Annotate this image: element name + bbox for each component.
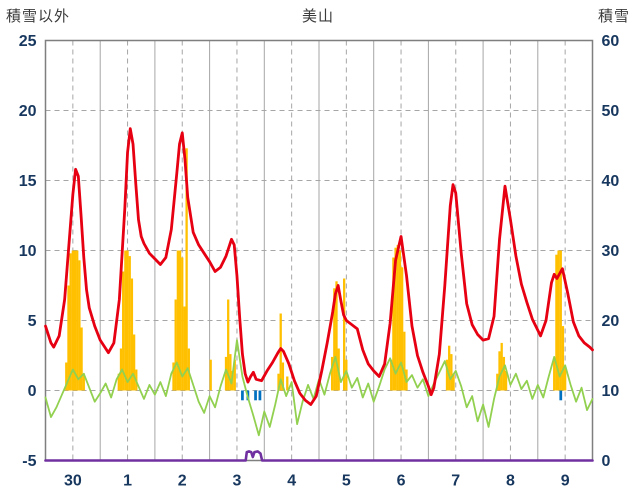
sunshine-bars [227, 299, 230, 391]
sunshine-bars [176, 250, 180, 391]
sunshine-bars [82, 373, 85, 391]
right-axis-tick-label: 20 [602, 313, 620, 330]
sunshine-bars [80, 327, 83, 391]
sunshine-bars [117, 373, 120, 391]
sunshine-bars [396, 244, 399, 391]
sunshine-bars [335, 281, 338, 391]
left-axis-title: 積雪以外 [6, 8, 71, 25]
sunshine-bars [502, 356, 506, 391]
precipitation-marks [254, 390, 257, 401]
sunshine-bars [78, 260, 81, 391]
sunshine-bars [229, 354, 232, 391]
sunshine-bars [126, 250, 129, 391]
sunshine-bars [445, 359, 449, 391]
sunshine-bars [394, 247, 397, 391]
sunshine-bars [65, 362, 68, 391]
sunshine-bars [452, 373, 455, 391]
sunshine-bars [132, 334, 136, 391]
left-axis-tick-label: 10 [19, 243, 37, 260]
sunshine-bars [69, 253, 72, 391]
sunshine-bars [183, 306, 186, 391]
precipitation-marks [241, 390, 244, 401]
sunshine-bars [277, 373, 280, 391]
sunshine-bars [504, 370, 508, 391]
right-axis-tick-label: 50 [602, 103, 620, 120]
sunshine-bars [233, 359, 236, 391]
left-axis-tick-label: 0 [28, 383, 37, 400]
sunshine-bars [174, 299, 177, 391]
sunshine-bars [76, 250, 79, 391]
sunshine-bars [398, 250, 402, 391]
sunshine-bars [559, 250, 562, 391]
sunshine-bars [124, 250, 127, 391]
sunshine-bars [555, 254, 558, 391]
x-axis-tick-label: 5 [342, 473, 351, 490]
chart-title: 美山 [301, 8, 334, 25]
sunshine-bars [67, 285, 70, 391]
sunshine-bars [400, 267, 404, 391]
x-axis-tick-label: 1 [123, 473, 132, 490]
left-axis-tick-label: -5 [22, 453, 36, 470]
sunshine-bars [73, 250, 77, 391]
x-axis-tick-label: 9 [561, 473, 570, 490]
x-axis-tick-label: 8 [506, 473, 515, 490]
x-axis-tick-label: 6 [397, 473, 406, 490]
left-axis-tick-label: 5 [28, 313, 37, 330]
sunshine-bars [333, 288, 336, 391]
sunshine-bars [279, 313, 282, 391]
left-axis-tick-label: 25 [19, 33, 37, 50]
sunshine-bars [500, 342, 503, 391]
right-axis-title: 積雪 [597, 8, 630, 25]
sunshine-bars [553, 359, 556, 391]
sunshine-bars [209, 359, 212, 391]
x-axis-tick-label: 4 [287, 473, 296, 490]
sunshine-bars [286, 376, 289, 391]
sunshine-bars [128, 256, 131, 391]
sunshine-bars [119, 348, 123, 391]
left-axis-tick-label: 20 [19, 103, 37, 120]
precipitation-marks [258, 390, 262, 401]
sunshine-bars [561, 326, 565, 391]
snow-depth-line [44, 450, 594, 462]
sunshine-bars [564, 368, 567, 391]
sunshine-bars [403, 331, 406, 391]
x-axis-tick-label: 7 [451, 473, 460, 490]
x-axis-tick-label: 30 [64, 473, 82, 490]
sunshine-bars [185, 148, 188, 391]
sunshine-bars [71, 250, 74, 391]
right-axis-tick-label: 30 [602, 243, 620, 260]
x-axis-tick-label: 3 [232, 473, 241, 490]
temperature-line [44, 127, 594, 406]
sunshine-bars [557, 250, 560, 391]
sunshine-bars [172, 362, 175, 391]
sunshine-bars [330, 356, 334, 391]
sunshine-bars [448, 345, 451, 391]
right-axis-tick-label: 0 [602, 453, 611, 470]
sunshine-bars [224, 356, 228, 391]
right-axis-tick-label: 60 [602, 33, 620, 50]
sunshine-bars [343, 278, 346, 391]
sunshine-bars [181, 257, 184, 391]
sunshine-bars [390, 359, 393, 391]
sunshine-bars [345, 359, 348, 391]
sunshine-bars [392, 257, 395, 391]
x-axis-tick-label: 2 [178, 473, 187, 490]
left-axis-tick-label: 15 [19, 173, 37, 190]
sunshine-bars [281, 362, 285, 391]
right-axis-tick-label: 40 [602, 173, 620, 190]
sunshine-bars [450, 354, 453, 391]
sunshine-bars [130, 278, 134, 391]
sunshine-bars [178, 250, 182, 391]
sunshine-bars [122, 271, 125, 391]
precipitation-marks [559, 390, 563, 401]
right-axis-tick-label: 10 [602, 383, 620, 400]
sunshine-bars [498, 351, 501, 391]
